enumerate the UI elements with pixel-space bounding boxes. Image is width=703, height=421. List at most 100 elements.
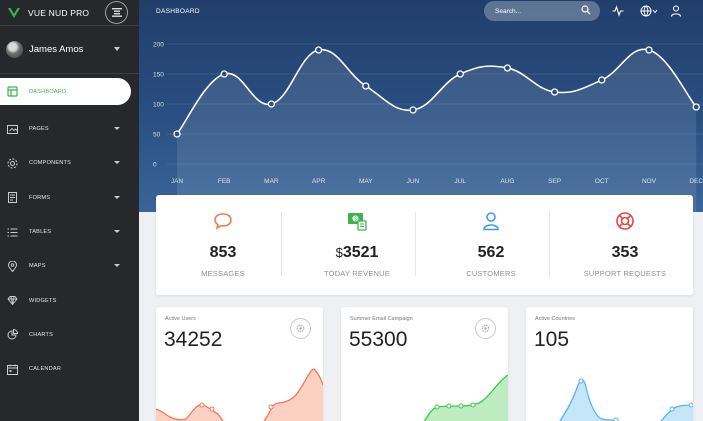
chat-bubble-icon — [214, 213, 232, 230]
activity-icon[interactable] — [612, 5, 624, 17]
stats-card: 853 MESSAGES $ $3521 TODAY REVENUE 562 C… — [156, 195, 693, 295]
search-icon — [581, 5, 591, 15]
sidebar-item-label: MAPS — [29, 263, 46, 270]
divider — [281, 212, 282, 276]
data-point — [645, 46, 653, 54]
chevron-down-icon — [114, 127, 120, 130]
x-tick-label: AUG — [500, 178, 514, 185]
pages-icon — [7, 124, 18, 135]
series-line — [176, 48, 697, 135]
stat-support: 353 SUPPORT REQUESTS — [558, 195, 692, 295]
x-tick-label: OCT — [595, 178, 609, 185]
sidebar-item-label: DASHBOARD — [29, 88, 67, 95]
dashboard-hero: 0 50 100 150 200 JAN FEB MAR APR MAY JUN JUL AUG SEP O… — [139, 0, 703, 212]
y-tick-label: 150 — [153, 72, 164, 79]
card-value: 34252 — [164, 328, 223, 351]
chevron-down-icon — [114, 229, 120, 233]
stat-customers: 562 CUSTOMERS — [424, 195, 558, 295]
sparkline-chart — [423, 374, 508, 421]
chevron-down-icon — [114, 264, 120, 268]
pie-chart-icon — [7, 329, 18, 340]
menu-icon — [111, 8, 122, 17]
data-point — [692, 103, 700, 111]
stat-value: 353 — [611, 244, 639, 261]
avatar — [6, 41, 23, 58]
sidebar-item-components[interactable]: COMPONENTS — [0, 146, 139, 180]
chevron-down-icon[interactable] — [114, 47, 120, 51]
page-title: DASHBOARD — [156, 8, 200, 15]
sidebar-item-calendar[interactable]: CALENDAR — [0, 352, 139, 386]
sidebar-item-dashboard[interactable]: DASHBOARD — [0, 78, 131, 105]
sidebar-item-maps[interactable]: MAPS — [0, 249, 139, 283]
forms-icon — [7, 192, 18, 204]
card-email-campaign: Summer Email Campaign 55300 — [341, 307, 508, 421]
stat-label: SUPPORT REQUESTS — [583, 269, 667, 278]
stat-label: MESSAGES — [201, 269, 245, 278]
stat-label: CUSTOMERS — [466, 269, 516, 278]
card-label: Active Users — [165, 316, 196, 322]
x-tick-label: MAR — [264, 178, 279, 185]
user-icon — [483, 212, 499, 231]
x-tick-label: NOV — [642, 178, 657, 185]
y-tick-label: 50 — [153, 132, 161, 139]
gear-icon — [296, 324, 305, 333]
y-tick-label: 200 — [153, 42, 164, 49]
search-input[interactable]: Search... — [484, 1, 600, 21]
chevron-down-icon — [114, 161, 120, 165]
user-name: James Amos — [29, 44, 84, 55]
sidebar-item-charts[interactable]: CHARTS — [0, 318, 139, 352]
sidebar-toggle-button[interactable] — [105, 1, 128, 24]
x-tick-label: JUL — [454, 178, 466, 185]
data-point — [362, 82, 370, 90]
settings-button[interactable] — [475, 318, 496, 339]
area-fill — [177, 49, 697, 212]
settings-button[interactable] — [290, 318, 311, 339]
x-tick-label: JAN — [171, 178, 184, 185]
search-placeholder: Search... — [495, 7, 522, 15]
stat-value: $3521 — [335, 244, 379, 261]
x-tick-label: SEP — [548, 178, 561, 185]
sidebar-item-pages[interactable]: PAGES — [0, 112, 139, 146]
user-menu[interactable]: James Amos — [0, 26, 139, 74]
stat-value: 853 — [209, 244, 237, 261]
card-value: 105 — [534, 328, 570, 351]
map-pin-icon — [7, 260, 18, 272]
x-tick-label: FEB — [218, 178, 231, 185]
data-point — [267, 100, 276, 108]
app-title: VUE NUD PRO — [28, 7, 90, 18]
chevron-down-icon — [114, 195, 120, 199]
sidebar-item-tables[interactable]: TABLES — [0, 215, 139, 249]
x-tick-label: APR — [312, 178, 326, 185]
globe-icon[interactable] — [640, 5, 658, 17]
divider — [549, 212, 550, 276]
x-tick-label: MAY — [359, 178, 373, 185]
data-point — [409, 106, 417, 114]
card-active-users: Active Users 34252 — [156, 307, 323, 421]
sidebar-item-label: COMPONENTS — [29, 160, 72, 167]
data-point — [503, 64, 512, 72]
stat-messages: 853 MESSAGES — [156, 195, 290, 295]
data-point — [220, 70, 228, 78]
user-icon[interactable] — [670, 5, 682, 17]
divider — [415, 212, 416, 276]
sparkline-chart — [559, 378, 693, 421]
sidebar-item-label: PAGES — [29, 126, 49, 133]
sidebar-item-widgets[interactable]: WIDGETS — [0, 283, 139, 317]
tables-icon — [7, 227, 18, 238]
calendar-icon — [7, 364, 18, 375]
x-tick-label: JUN — [407, 178, 420, 185]
data-point — [550, 88, 559, 96]
x-tick-label: DEC — [689, 178, 703, 185]
brand: VUE NUD PRO — [0, 0, 139, 26]
sidebar-item-label: CHARTS — [29, 331, 54, 338]
sidebar-item-forms[interactable]: FORMS — [0, 181, 139, 215]
sidebar-item-label: TABLES — [29, 229, 52, 236]
card-label: Summer Email Campaign — [350, 316, 413, 322]
sidebar-item-label: FORMS — [29, 194, 51, 201]
widgets-icon — [7, 295, 18, 306]
svg-text:$: $ — [354, 217, 357, 223]
y-tick-label: 0 — [153, 162, 157, 169]
data-point — [598, 76, 606, 84]
vue-logo-icon — [8, 7, 20, 18]
data-point — [456, 70, 464, 78]
